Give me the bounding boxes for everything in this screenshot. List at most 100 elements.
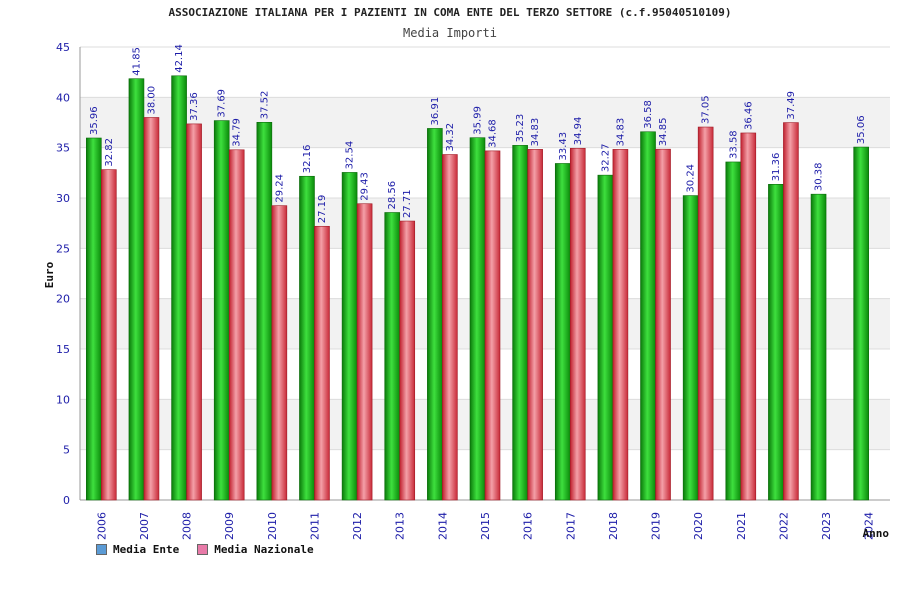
bar-media-ente	[213, 120, 230, 501]
bar-media-nazionale	[697, 126, 714, 501]
y-tick-label: 45	[56, 41, 70, 54]
data-label: 41.85	[131, 47, 142, 76]
legend-label-nazionale: Media Nazionale	[214, 543, 314, 556]
bar-media-nazionale	[356, 203, 373, 501]
bar-media-nazionale	[143, 117, 160, 501]
legend-item-ente: Media Ente	[96, 543, 179, 556]
data-label: 35.06	[856, 115, 867, 144]
bar-media-nazionale	[442, 154, 458, 501]
bar-media-nazionale	[399, 220, 416, 501]
bar-media-ente	[384, 212, 401, 501]
bar-media-ente	[640, 131, 656, 501]
y-tick-label: 30	[56, 192, 70, 205]
x-tick-label: 2007	[138, 512, 151, 540]
data-label: 29.43	[360, 172, 371, 201]
bar-media-ente	[853, 146, 869, 501]
data-label: 37.36	[189, 92, 200, 121]
bar-media-ente	[810, 193, 827, 501]
data-label: 37.52	[259, 91, 270, 120]
data-label: 32.82	[104, 138, 115, 167]
bar-media-ente	[299, 175, 315, 501]
data-label: 30.24	[686, 164, 697, 193]
data-label: 29.24	[274, 174, 285, 203]
chart-subtitle: Media Importi	[403, 26, 497, 40]
y-tick-label: 0	[63, 494, 70, 507]
data-label: 30.38	[814, 163, 825, 192]
x-tick-label: 2009	[223, 512, 236, 540]
bar-media-nazionale	[569, 147, 586, 501]
bar-media-ente	[86, 137, 102, 501]
x-tick-label: 2016	[522, 512, 535, 540]
x-tick-label: 2014	[436, 512, 449, 540]
data-label: 36.58	[643, 100, 654, 129]
data-label: 32.54	[345, 141, 356, 170]
data-label: 37.69	[217, 89, 228, 118]
x-tick-label: 2018	[607, 512, 620, 540]
x-tick-label: 2013	[394, 512, 407, 540]
bar-media-nazionale	[740, 132, 757, 501]
data-label: 32.27	[600, 144, 611, 173]
legend-swatch-nazionale	[197, 544, 209, 555]
bar-media-nazionale	[101, 169, 117, 501]
bar-media-ente	[341, 172, 358, 501]
legend-item-nazionale: Media Nazionale	[197, 543, 314, 556]
legend-label-ente: Media Ente	[113, 543, 180, 556]
data-label: 28.56	[387, 181, 398, 210]
data-label: 34.94	[573, 117, 584, 146]
data-label: 37.05	[701, 95, 712, 124]
x-tick-label: 2008	[181, 512, 194, 540]
data-label: 34.85	[658, 118, 669, 147]
x-tick-label: 2021	[735, 512, 748, 540]
data-label: 38.00	[146, 86, 157, 115]
bar-media-nazionale	[612, 149, 629, 501]
chart-title: ASSOCIAZIONE ITALIANA PER I PAZIENTI IN …	[168, 6, 732, 19]
y-tick-label: 10	[56, 393, 70, 406]
x-tick-label: 2006	[95, 512, 108, 540]
y-tick-label: 25	[56, 242, 70, 255]
data-label: 36.91	[430, 97, 441, 126]
x-tick-label: 2010	[266, 512, 279, 540]
bar-media-ente	[171, 75, 187, 501]
bar-media-ente	[128, 78, 145, 501]
x-axis-title: Anno	[863, 527, 890, 540]
x-tick-label: 2023	[820, 512, 833, 540]
bar-media-ente	[554, 163, 571, 501]
x-tick-label: 2015	[479, 512, 492, 540]
data-label: 34.32	[445, 123, 456, 152]
bar-media-ente	[469, 137, 486, 501]
bar-media-ente	[725, 161, 742, 501]
x-tick-label: 2020	[692, 512, 705, 540]
bar-media-nazionale	[228, 149, 245, 501]
x-tick-label: 2012	[351, 512, 364, 540]
data-label: 35.99	[473, 106, 484, 135]
data-label: 33.43	[558, 132, 569, 161]
bar-media-ente	[512, 145, 528, 501]
bar-media-ente	[597, 174, 614, 501]
y-tick-label: 15	[56, 343, 70, 356]
bar-media-ente	[256, 121, 273, 501]
bar-media-nazionale	[484, 150, 501, 501]
bar-media-nazionale	[186, 123, 202, 501]
bar-media-ente	[682, 195, 699, 501]
data-label: 27.71	[402, 189, 413, 218]
data-label: 42.14	[174, 44, 185, 73]
data-label: 35.96	[89, 106, 100, 135]
x-tick-label: 2022	[777, 512, 790, 540]
y-tick-label: 40	[56, 91, 70, 104]
legend: Media Ente Media Nazionale	[96, 543, 314, 556]
data-label: 34.83	[615, 118, 626, 147]
bar-media-ente	[768, 184, 784, 501]
bar-media-nazionale	[783, 122, 799, 501]
y-axis-title: Euro	[43, 261, 56, 288]
data-label: 34.83	[530, 118, 541, 147]
bar-media-nazionale	[314, 225, 330, 501]
data-label: 33.58	[728, 130, 739, 159]
x-tick-label: 2011	[308, 512, 321, 540]
y-tick-label: 20	[56, 293, 70, 306]
grid-band	[80, 47, 890, 98]
y-tick-label: 5	[63, 444, 70, 457]
bar-media-nazionale	[271, 205, 288, 501]
data-label: 32.16	[302, 145, 313, 174]
